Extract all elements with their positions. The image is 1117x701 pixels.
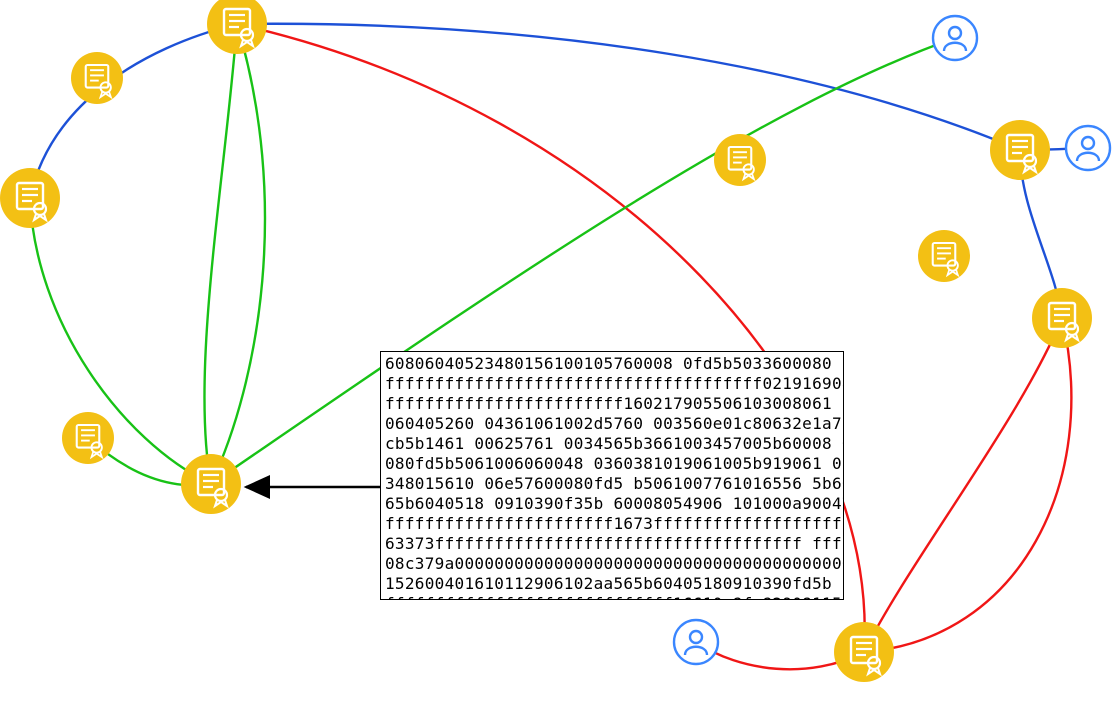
edge [204,24,237,484]
edge [30,24,237,198]
edge [211,24,265,484]
hex-data-box: 60806040523480156100105760008 0fd5b50336… [380,351,844,600]
certificate-node [181,454,241,514]
certificate-node [62,412,114,464]
certificate-node [834,622,894,682]
user-node [1066,126,1110,170]
user-node [933,16,977,60]
edge [237,24,1020,150]
certificate-node [0,168,60,228]
user-node [674,620,718,664]
edge [864,318,1062,652]
certificate-node [1032,288,1092,348]
certificate-node [918,230,970,282]
edge [30,198,211,484]
certificate-node [990,120,1050,180]
certificate-node [207,0,267,54]
certificate-node [714,134,766,186]
certificate-node [71,52,123,104]
